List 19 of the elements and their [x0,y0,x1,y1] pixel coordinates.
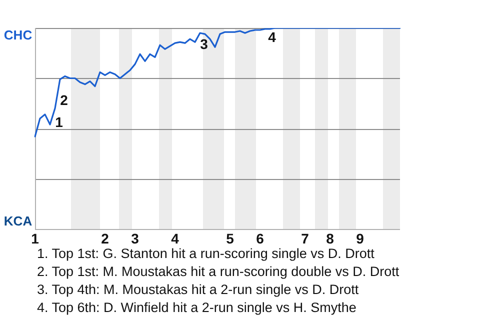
text: CHC [4,28,32,42]
text: 4. Top 6th: D. Winfield hit a 2-run single vs H. Smythe [37,299,358,317]
annotation: 3 [200,36,208,52]
text: 3. Top 4th: M. Moustakas hit a 2-run single vs D. Drott [37,281,360,299]
x-tick-label: 3 [131,230,140,246]
x-tick-label: 6 [256,230,264,246]
annotation: 4 [268,29,276,45]
x-tick-label: 8 [326,230,334,246]
x-tick-label: 9 [356,230,364,246]
annotation: 2 [60,92,68,108]
text: KCA [4,214,32,228]
text: 2. Top 1st: M. Moustakas hit a run-scoring double vs D. Drott [37,263,400,281]
text: 1. Top 1st: G. Stanton hit a run-scoring single vs D. Drott [37,245,376,263]
x-tick-label: 5 [226,230,234,246]
x-tick-label: 2 [101,230,110,246]
x-tick-label: 7 [301,230,310,246]
x-tick-label: 1 [31,230,40,246]
annotation: 1 [55,114,63,130]
x-tick-label: 4 [171,230,180,246]
